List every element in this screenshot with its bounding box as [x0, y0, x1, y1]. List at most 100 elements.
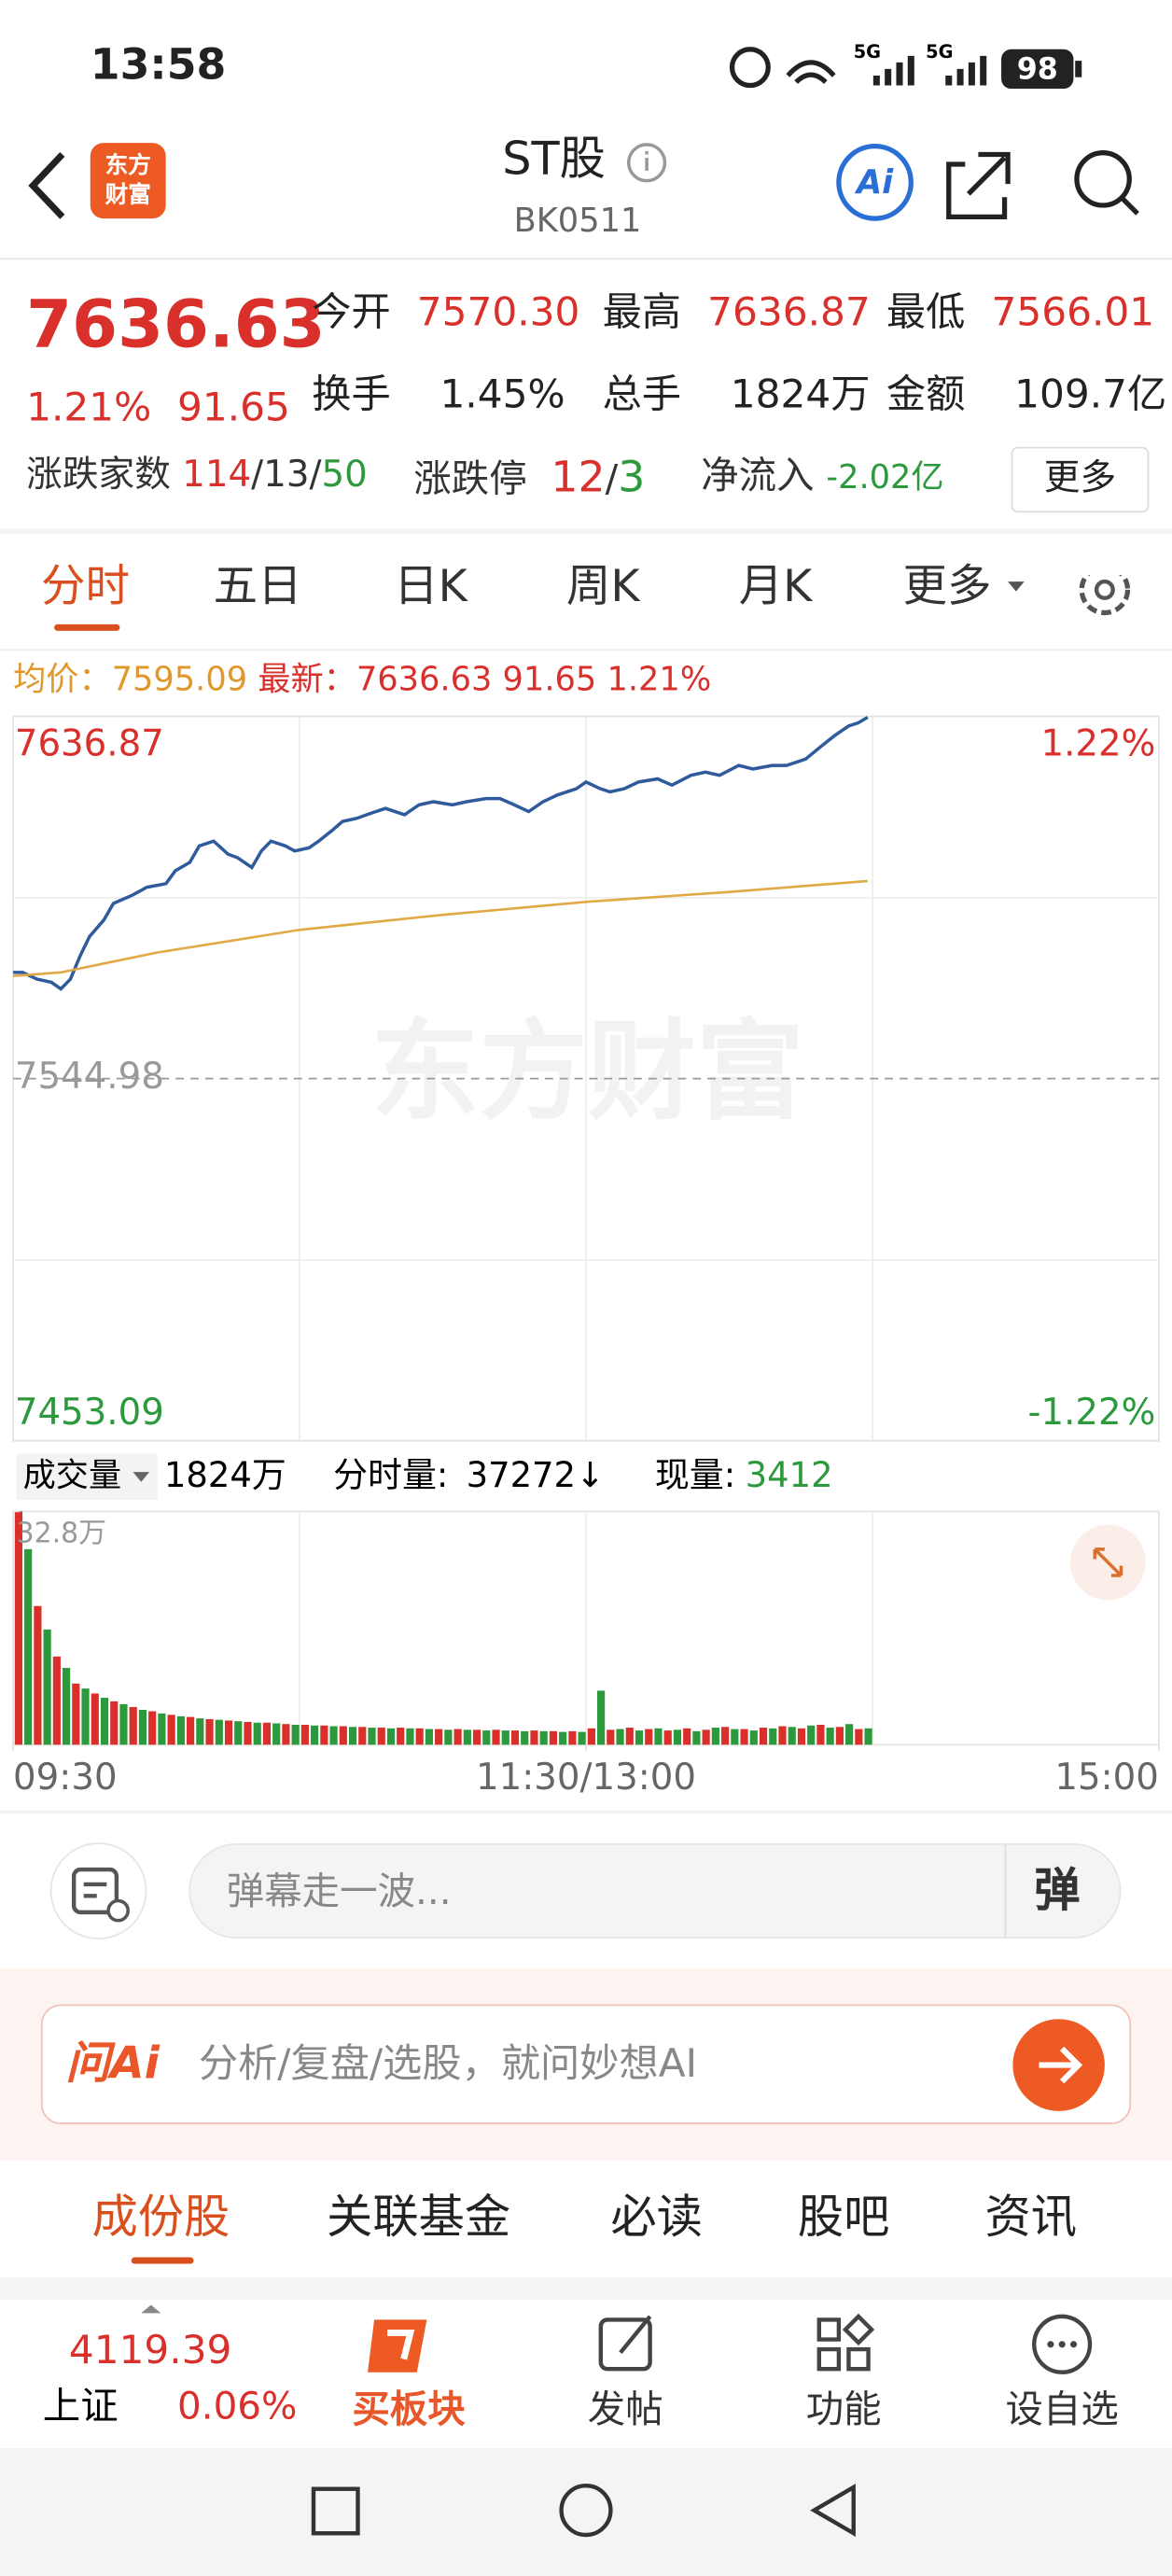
volume-bar [778, 1726, 787, 1745]
section-tab[interactable]: 必读 [610, 2190, 703, 2245]
net-inflow-value: -2.02亿 [826, 456, 944, 497]
volume-bar [386, 1728, 396, 1745]
net-inflow: 净流入 -2.02亿 [701, 456, 944, 497]
buy-board-icon [368, 2319, 427, 2373]
volume-bar [663, 1730, 672, 1745]
volume-bar [855, 1729, 863, 1745]
danmu-settings[interactable] [49, 1841, 151, 1943]
volume-bar [559, 1731, 567, 1745]
back-button[interactable] [17, 145, 82, 227]
divider [0, 258, 1172, 260]
home-button[interactable] [559, 2483, 613, 2538]
volume-bar [34, 1605, 42, 1745]
settings-button[interactable] [1079, 575, 1131, 616]
volume-bar [549, 1730, 558, 1745]
ai-logo: 问Ai [65, 2038, 160, 2090]
ai-input[interactable]: 问Ai 分析/复盘/选股，就问妙想AI [40, 2004, 1132, 2124]
volume-bar [406, 1728, 414, 1745]
volume-bar [568, 1730, 577, 1745]
volume-bar [215, 1719, 223, 1745]
section-tab[interactable]: 成份股 [91, 2190, 230, 2245]
tab-indicator [131, 2257, 194, 2264]
y-tick-label: 7544.98 [15, 1056, 164, 1098]
volume-bar [616, 1729, 624, 1745]
average-line [12, 879, 868, 977]
volume-bar [683, 1728, 691, 1745]
stat-value: 7566.01 [991, 288, 1155, 336]
limit-label: 涨跌停 [413, 458, 527, 501]
ai-button-label: Ai [854, 163, 894, 202]
volume-bar [187, 1716, 195, 1745]
volume-bar [596, 1690, 606, 1745]
nav-label[interactable]: 功能 [806, 2387, 882, 2431]
current-volume-label: 现量: [655, 1455, 735, 1495]
search-button[interactable] [1074, 150, 1132, 208]
section-tab[interactable]: 股吧 [797, 2190, 890, 2245]
wifi-icon [786, 60, 836, 84]
minute-volume-label: 分时量: [333, 1455, 448, 1495]
volume-bar [731, 1729, 739, 1745]
section-tab[interactable]: 资讯 [984, 2190, 1077, 2245]
chart-tab[interactable]: 更多 [902, 561, 992, 613]
bottom-nav: 4119.39 上证 0.06% 买板块 发帖 功能 设自选 [43, 2304, 1119, 2431]
volume-bar [635, 1730, 644, 1745]
app-logo[interactable]: 东方 财富 [90, 143, 166, 219]
avg-value: 7595.09 [111, 658, 248, 699]
volume-bar [119, 1703, 128, 1745]
volume-bar [510, 1730, 520, 1745]
share-button[interactable] [946, 151, 1011, 219]
settings-center [1094, 579, 1115, 600]
info-icon[interactable] [625, 141, 668, 184]
divider [0, 528, 1172, 535]
chart-tab[interactable]: 日K [394, 561, 467, 613]
volume-bar [587, 1728, 595, 1745]
tab-icons [1008, 575, 1131, 616]
volume-bar [788, 1727, 796, 1745]
volume-selector[interactable] [16, 1453, 158, 1501]
volume-bar [415, 1728, 424, 1745]
volume-bar [272, 1723, 281, 1745]
nav-label[interactable]: 买板块 [352, 2387, 466, 2431]
change-pct: 1.21% [26, 384, 152, 431]
volume-label: 成交量 [23, 1456, 122, 1494]
x-tick-label: 15:00 [1054, 1757, 1159, 1799]
danmu-placeholder: 弹幕走一波... [226, 1870, 452, 1914]
ai-button[interactable] [836, 144, 914, 221]
recents-button[interactable] [311, 2486, 360, 2536]
volume-bar [530, 1730, 538, 1745]
back-nav-button[interactable] [810, 2484, 856, 2538]
chart-tab[interactable]: 五日 [213, 561, 302, 613]
volume-bar [320, 1725, 328, 1745]
stat-label: 最低 [886, 288, 966, 336]
volume-bar [463, 1729, 471, 1745]
volume-bar [358, 1727, 367, 1745]
section-tab[interactable]: 关联基金 [327, 2190, 511, 2245]
danmu-toggle[interactable]: 弹 [1034, 1863, 1081, 1918]
more-button[interactable]: 更多 [1011, 446, 1150, 513]
chart-tab[interactable]: 月K [738, 561, 813, 613]
separator: / [309, 455, 322, 497]
intraday-chart: 东方财富 成交量 1824万 分时量: 37272↓ 现量: 3412 7636… [12, 715, 1160, 1799]
limit: 涨跌停 12/3 [413, 456, 645, 499]
last-change-pct: 1.21% [607, 658, 712, 699]
volume-bar [453, 1729, 462, 1745]
danmu-input[interactable]: 弹幕走一波... 弹 [188, 1842, 1122, 1939]
volume-bar [196, 1718, 204, 1745]
chart-tab[interactable]: 分时 [40, 561, 130, 613]
nav-label[interactable]: 设自选 [1005, 2387, 1118, 2431]
chart-tab[interactable]: 周K [565, 561, 640, 613]
divider [0, 649, 1172, 651]
ai-send[interactable] [1012, 2019, 1108, 2114]
last-label: 最新： [258, 658, 356, 699]
volume-bar [52, 1656, 61, 1745]
index-value[interactable]: 4119.39 [69, 2327, 232, 2373]
volume-bar [14, 1511, 23, 1745]
y2-tick-label: 1.22% [1040, 723, 1155, 765]
volume-bar [81, 1688, 90, 1745]
stat-value: 7636.87 [707, 288, 871, 336]
nav-label[interactable]: 发帖 [588, 2387, 663, 2431]
battery-level: 98 [1017, 53, 1058, 87]
volume-bar [110, 1701, 119, 1745]
network-label: 5G [854, 41, 881, 63]
dropdown-caret [1008, 581, 1025, 592]
